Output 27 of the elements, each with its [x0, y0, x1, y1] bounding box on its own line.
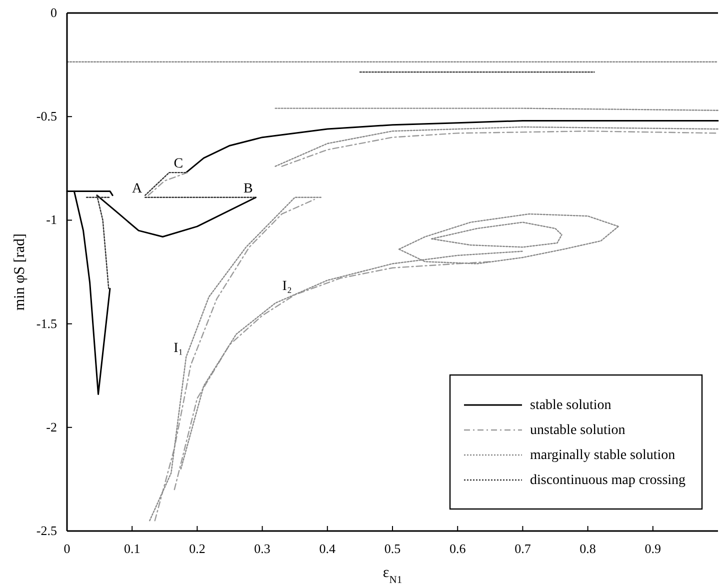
y-tick-label: -2.5	[36, 523, 57, 538]
x-tick-label: 0.6	[449, 541, 466, 556]
x-tick-label: 0.1	[124, 541, 140, 556]
y-tick-label: -0.5	[36, 108, 57, 124]
x-tick-label: 0.2	[189, 541, 206, 556]
legend-label: unstable solution	[530, 423, 626, 438]
x-tick-label: 0.4	[319, 541, 336, 556]
x-tick-label: 0.7	[514, 541, 532, 556]
x-tick-label: 0.5	[384, 541, 401, 556]
x-axis-title: ε$_{N1}$	[382, 565, 402, 586]
legend-label: discontinuous map crossing	[530, 473, 686, 488]
annotation: A	[132, 181, 143, 196]
legend-label: stable solution	[530, 398, 612, 413]
y-tick-label: -1.5	[36, 316, 57, 331]
x-tick-label: 0.9	[644, 541, 662, 556]
x-tick-label: 0.8	[580, 541, 596, 556]
y-axis-title: min φS [rad]	[12, 234, 28, 310]
y-tick-label: -2	[46, 419, 57, 434]
legend-label: marginally stable solution	[530, 448, 676, 463]
annotation: B	[243, 181, 253, 196]
annotation: I₁	[174, 340, 184, 356]
x-tick-label: 0	[64, 541, 70, 556]
x-tick-label: 0.3	[254, 541, 270, 556]
annotation: I₂	[282, 278, 292, 294]
y-tick-label: 0	[50, 5, 57, 20]
annotation: C	[174, 156, 184, 172]
y-tick-label: -1	[46, 212, 57, 228]
